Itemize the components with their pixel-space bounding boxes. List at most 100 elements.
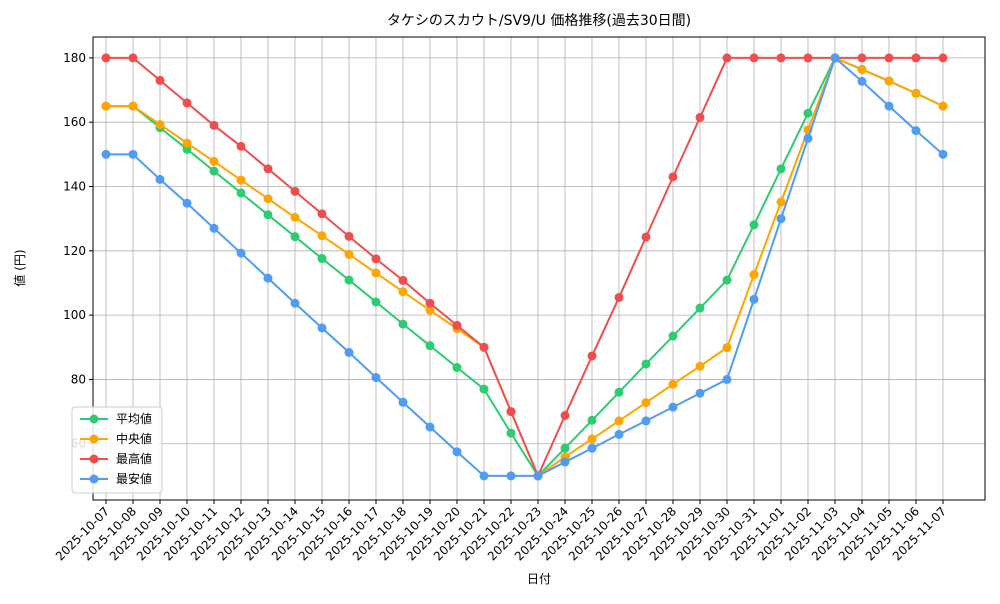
- data-point: [695, 303, 705, 313]
- plot-frame: [92, 36, 986, 501]
- data-point: [641, 398, 651, 408]
- data-point: [317, 231, 327, 241]
- data-point: [884, 76, 894, 86]
- data-point: [155, 75, 165, 85]
- data-point: [722, 275, 732, 285]
- legend-marker: [89, 434, 99, 444]
- legend-marker: [89, 454, 99, 464]
- data-point: [776, 197, 786, 207]
- data-point: [668, 172, 678, 182]
- data-point: [236, 175, 246, 185]
- data-point: [911, 88, 921, 98]
- data-point: [128, 101, 138, 111]
- data-point: [371, 297, 381, 307]
- data-point: [668, 402, 678, 412]
- data-point: [533, 471, 543, 481]
- data-point: [938, 149, 948, 159]
- data-point: [830, 53, 840, 63]
- data-point: [884, 53, 894, 63]
- data-point: [263, 210, 273, 220]
- data-point: [506, 428, 516, 438]
- data-point: [911, 126, 921, 136]
- data-point: [641, 359, 651, 369]
- data-point: [425, 422, 435, 432]
- data-point: [101, 149, 111, 159]
- data-point: [857, 76, 867, 86]
- data-point: [587, 434, 597, 444]
- data-point: [452, 320, 462, 330]
- legend-label: 最安値: [116, 471, 152, 486]
- data-point: [749, 220, 759, 230]
- data-point: [101, 53, 111, 63]
- data-point: [209, 223, 219, 233]
- data-point: [209, 120, 219, 130]
- data-point: [182, 138, 192, 148]
- data-point: [587, 443, 597, 453]
- data-point: [344, 347, 354, 357]
- data-point: [641, 232, 651, 242]
- data-point: [479, 342, 489, 352]
- data-point: [398, 397, 408, 407]
- data-point: [344, 249, 354, 259]
- data-point: [749, 53, 759, 63]
- y-axis-label: 値 (円): [12, 249, 27, 286]
- data-point: [641, 416, 651, 426]
- data-point: [263, 194, 273, 204]
- data-point: [317, 323, 327, 333]
- data-point: [128, 53, 138, 63]
- data-point: [371, 268, 381, 278]
- data-point: [155, 174, 165, 184]
- data-point: [209, 166, 219, 176]
- data-point: [209, 156, 219, 166]
- data-point: [560, 443, 570, 453]
- data-point: [614, 292, 624, 302]
- legend-label: 平均値: [116, 411, 152, 426]
- series-line: [106, 56, 944, 478]
- data-point: [290, 186, 300, 196]
- data-point: [695, 112, 705, 122]
- data-point: [101, 101, 111, 111]
- data-point: [479, 471, 489, 481]
- data-point: [182, 98, 192, 108]
- data-point: [857, 64, 867, 74]
- data-point: [722, 343, 732, 353]
- data-point: [425, 305, 435, 315]
- data-point: [452, 363, 462, 373]
- series-line: [106, 56, 944, 477]
- data-point: [182, 198, 192, 208]
- data-point: [425, 298, 435, 308]
- legend-label: 中央値: [116, 431, 152, 446]
- data-point: [938, 101, 948, 111]
- x-axis-label: 日付: [527, 572, 551, 586]
- data-point: [614, 416, 624, 426]
- data-point: [938, 53, 948, 63]
- y-tick-label: 180: [63, 51, 86, 65]
- data-point: [776, 53, 786, 63]
- data-point: [749, 294, 759, 304]
- data-point: [857, 53, 867, 63]
- data-point: [155, 119, 165, 129]
- data-point: [236, 248, 246, 258]
- data-point: [776, 164, 786, 174]
- data-point: [425, 341, 435, 351]
- data-point: [749, 270, 759, 280]
- data-point: [803, 53, 813, 63]
- y-tick-label: 100: [63, 308, 86, 322]
- data-point: [560, 410, 570, 420]
- data-point: [317, 254, 327, 264]
- data-point: [290, 298, 300, 308]
- data-point: [452, 447, 462, 457]
- data-point: [695, 361, 705, 371]
- data-point: [398, 319, 408, 329]
- data-point: [803, 108, 813, 118]
- data-point: [236, 141, 246, 151]
- y-tick-label: 80: [71, 372, 86, 386]
- data-point: [668, 331, 678, 341]
- data-point: [506, 407, 516, 417]
- data-point: [263, 273, 273, 283]
- legend-marker: [89, 414, 99, 424]
- data-point: [371, 372, 381, 382]
- data-point: [344, 275, 354, 285]
- data-point: [290, 232, 300, 242]
